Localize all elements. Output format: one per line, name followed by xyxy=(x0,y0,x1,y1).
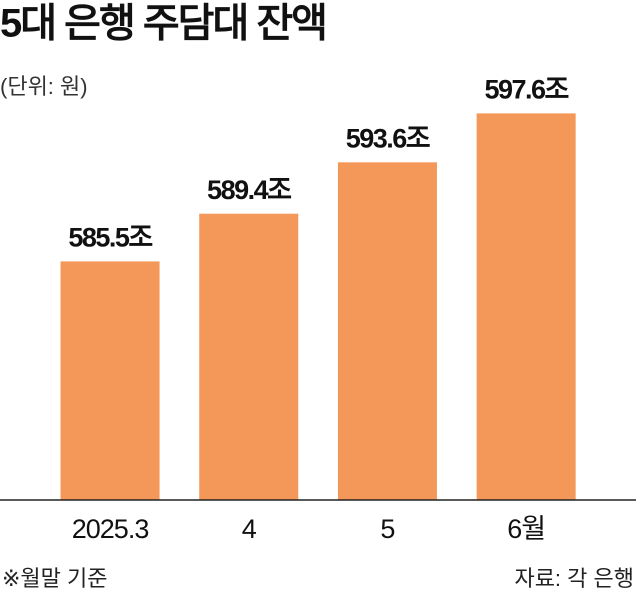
bar xyxy=(60,261,160,500)
bar xyxy=(199,213,299,500)
chart-title: 5대 은행 주담대 잔액 xyxy=(0,2,326,46)
x-tick-label: 5 xyxy=(380,514,394,544)
footnote: ※월말 기준 xyxy=(2,566,108,591)
chart-subtitle: (단위: 원) xyxy=(0,74,88,99)
value-label: 593.6조 xyxy=(346,123,430,153)
bar xyxy=(337,162,437,500)
value-label: 597.6조 xyxy=(484,74,568,104)
x-tick-label: 6월 xyxy=(507,514,545,544)
value-label: 589.4조 xyxy=(207,175,291,205)
value-label: 585.5조 xyxy=(68,223,152,253)
bar xyxy=(476,113,576,500)
x-tick-label: 4 xyxy=(242,514,257,544)
x-tick-label: 2025.3 xyxy=(72,514,149,544)
source: 자료: 각 은행 xyxy=(514,566,634,591)
